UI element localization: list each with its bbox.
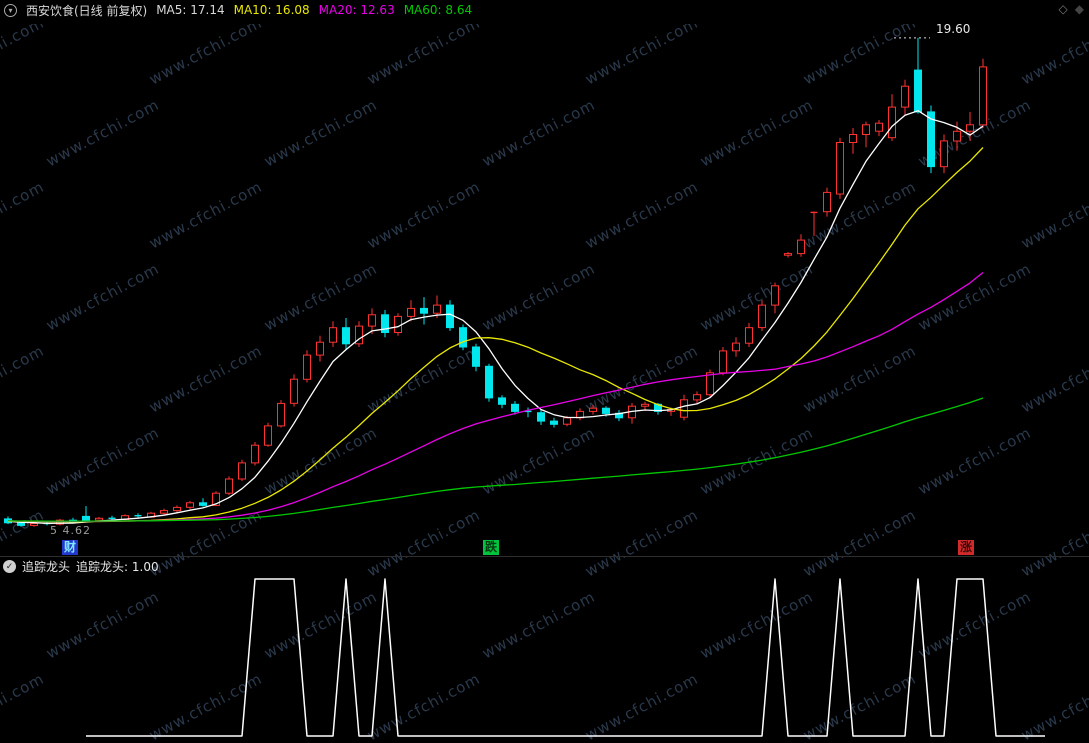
low-price-label: 5 4.62 <box>50 524 91 537</box>
tag-finance[interactable]: 财 <box>62 540 79 555</box>
tag-rise[interactable]: 涨 <box>958 540 975 555</box>
panel-icon[interactable]: ◆ <box>1074 2 1084 16</box>
indicator-header: ✓ 追踪龙头 追踪龙头: 1.00 <box>0 558 1089 575</box>
indicator-value-label: 追踪龙头: 1.00 <box>76 560 159 574</box>
corner-controls: ◇ ◆ <box>1059 2 1084 16</box>
indicator-name[interactable]: 追踪龙头 <box>22 560 71 574</box>
check-circle-icon[interactable]: ✓ <box>3 560 16 573</box>
ma10-label: MA10: 16.08 <box>233 3 310 17</box>
last-price-label: 19.60 <box>936 22 971 36</box>
stock-title: 西安饮食(日线 前复权) <box>26 3 148 18</box>
ma60-label: MA60: 8.64 <box>403 3 473 17</box>
panel-divider <box>0 556 1089 557</box>
diamond-icon[interactable]: ◇ <box>1058 2 1068 16</box>
indicator-canvas[interactable] <box>0 576 1089 743</box>
title-bar: ▾ 西安饮食(日线 前复权) MA5: 17.14 MA10: 16.08 MA… <box>0 0 1089 20</box>
candlestick-canvas[interactable] <box>0 20 1089 556</box>
indicator-panel <box>0 576 1089 743</box>
tag-fall[interactable]: 跌 <box>483 540 500 555</box>
ma20-label: MA20: 12.63 <box>318 3 395 17</box>
ma5-label: MA5: 17.14 <box>156 3 225 17</box>
menu-circle-icon[interactable]: ▾ <box>4 3 17 17</box>
main-chart-panel: 5 4.62 19.60 财 跌 涨 <box>0 20 1089 556</box>
